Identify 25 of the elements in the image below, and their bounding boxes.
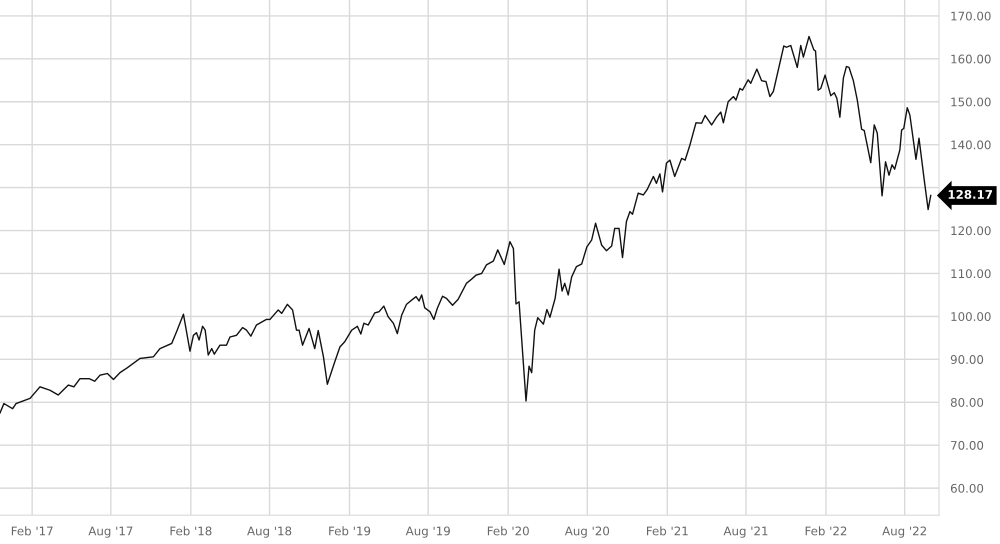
y-tick-label: 160.00	[951, 54, 991, 64]
x-tick-label: Feb '17	[12, 526, 53, 536]
x-tick-label: Aug '22	[882, 526, 926, 538]
x-tick-label: Feb '21	[647, 526, 688, 536]
x-tick-label: Feb '19	[329, 526, 370, 536]
y-tick-label: 100.00	[951, 312, 991, 322]
x-tick-label: Feb '20	[488, 526, 529, 536]
x-tick-label: Aug '17	[88, 526, 132, 538]
annotation: 128.17	[948, 190, 992, 199]
y-tick-label: 110.00	[951, 269, 991, 278]
y-tick-label: 90.00	[950, 355, 984, 364]
x-tick-label: Aug '21	[724, 526, 768, 538]
x-tick-label: Aug '20	[564, 526, 610, 538]
line-series	[0, 36, 932, 414]
x-tick-label: Feb '18	[170, 526, 212, 536]
y-tick-label: 60.00	[950, 484, 984, 493]
y-tick-label: 170.00	[951, 12, 991, 21]
y-tick-label: 150.00	[951, 97, 991, 106]
y-tick-label: 120.00	[951, 226, 991, 236]
y-tick-label: 140.00	[951, 140, 991, 150]
x-tick-label: Aug '19	[406, 526, 450, 538]
y-tick-label: 80.00	[950, 398, 984, 407]
x-tick-label: Feb '22	[806, 526, 846, 536]
y-tick-label: 70.00	[951, 440, 984, 450]
x-tick-label: Aug '18	[247, 526, 292, 538]
